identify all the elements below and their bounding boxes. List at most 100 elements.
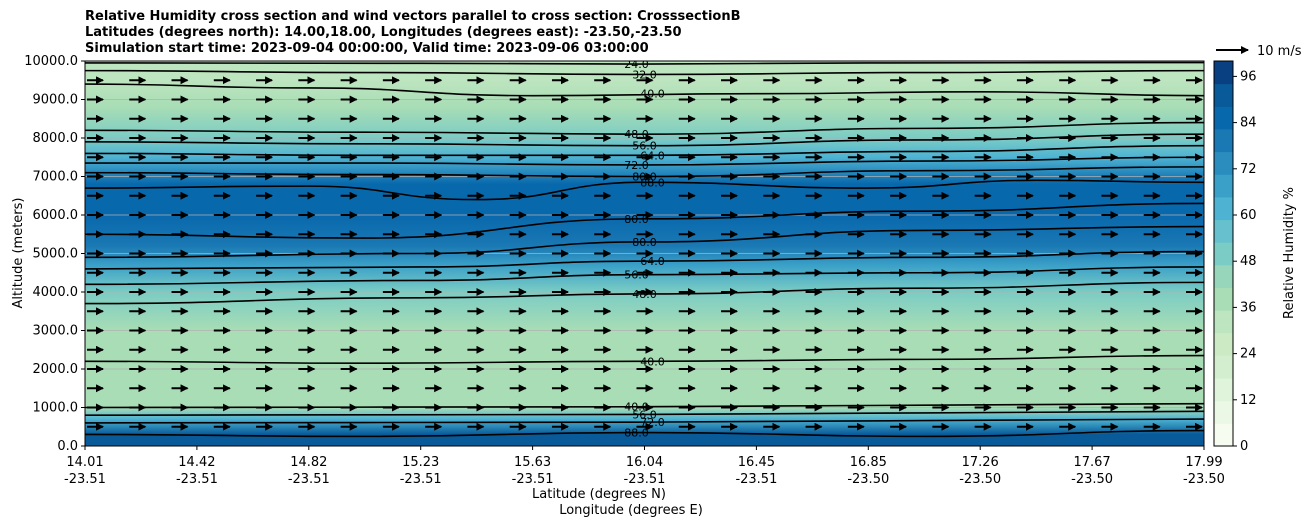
colorbar-segment bbox=[1214, 151, 1233, 175]
contour-line bbox=[85, 69, 1204, 76]
x-tick-label-lat: 17.26 bbox=[962, 455, 999, 470]
x-tick-label-lon: -23.50 bbox=[1183, 472, 1225, 487]
x-tick-label-lat: 14.01 bbox=[66, 455, 103, 470]
x-tick-label-lat: 16.04 bbox=[626, 455, 663, 470]
colorbar-segment bbox=[1214, 61, 1233, 85]
contour-label: 24.0 bbox=[624, 58, 649, 71]
contour-label: 56.0 bbox=[624, 269, 649, 282]
y-axis-label: Altitude (meters) bbox=[11, 198, 26, 309]
colorbar: 0 12 24 36 48 60 72 84 96 bbox=[1213, 60, 1257, 454]
colorbar-tick-label: 60 bbox=[1240, 208, 1257, 223]
colorbar-tick-label: 36 bbox=[1240, 300, 1257, 315]
y-tick-label: 0.0 bbox=[57, 439, 78, 454]
title-line-1: Relative Humidity cross section and wind… bbox=[85, 9, 741, 24]
colorbar-segment bbox=[1214, 264, 1233, 288]
colorbar-segment bbox=[1214, 287, 1233, 311]
colorbar-segment bbox=[1214, 310, 1233, 334]
title-line-3: Simulation start time: 2023-09-04 00:00:… bbox=[85, 41, 649, 56]
chart-title: Relative Humidity cross section and wind… bbox=[85, 9, 741, 57]
contour-label: 80.0 bbox=[624, 213, 649, 226]
x-tick-label-lat: 15.23 bbox=[402, 455, 439, 470]
x-axis-label-line-2: Longitude (degrees E) bbox=[559, 503, 703, 518]
contour-line bbox=[85, 225, 1204, 259]
colorbar-segment bbox=[1214, 106, 1233, 130]
y-axis: 0.0 1000.0 2000.0 3000.0 4000.0 5000.0 6000.0 7… bbox=[24, 54, 85, 454]
wind-vectors bbox=[87, 76, 1203, 431]
contour-line bbox=[85, 83, 1204, 97]
y-tick-label: 8000.0 bbox=[33, 131, 79, 146]
x-tick-label-lon: -23.51 bbox=[176, 472, 218, 487]
wind-reference-key: 10 m/s bbox=[1216, 44, 1302, 59]
x-axis-label-line-1: Latitude (degrees N) bbox=[532, 487, 666, 502]
y-tick-label: 9000.0 bbox=[33, 93, 79, 108]
x-axis: 14.01 -23.51 14.42 -23.51 14.82 -23.51 15.23 -2… bbox=[64, 446, 1225, 487]
x-tick-label-lon: -23.51 bbox=[64, 472, 106, 487]
colorbar-label: Relative Humidity % bbox=[1282, 187, 1297, 319]
contour-label: 88.0 bbox=[624, 427, 649, 440]
x-tick-label-lat: 14.82 bbox=[290, 455, 327, 470]
colorbar-tick-label: 24 bbox=[1240, 347, 1257, 362]
y-tick-label: 10000.0 bbox=[24, 54, 78, 69]
x-tick-label-lon: -23.51 bbox=[735, 472, 777, 487]
colorbar-tick-label: 0 bbox=[1240, 439, 1248, 454]
y-tick-label: 7000.0 bbox=[33, 170, 79, 185]
contour-line bbox=[85, 61, 1204, 65]
colorbar-segment bbox=[1214, 332, 1233, 356]
x-tick-label-lat: 14.42 bbox=[178, 455, 215, 470]
contour-label: 80.0 bbox=[632, 236, 657, 249]
x-tick-label-lat: 16.45 bbox=[738, 455, 775, 470]
colorbar-frame bbox=[1213, 60, 1234, 447]
y-tick-label: 3000.0 bbox=[33, 324, 79, 339]
contour-label: 56.0 bbox=[632, 140, 657, 153]
contour-line bbox=[85, 250, 1204, 270]
colorbar-segment bbox=[1214, 400, 1233, 424]
contour-label: 40.0 bbox=[640, 355, 665, 368]
contour-line bbox=[85, 429, 1204, 438]
x-tick-label-lon: -23.51 bbox=[624, 472, 666, 487]
x-tick-label-lon: -23.51 bbox=[288, 472, 330, 487]
colorbar-tick-label: 72 bbox=[1240, 162, 1257, 177]
colorbar-segment bbox=[1214, 219, 1233, 243]
contour-line bbox=[85, 156, 1204, 166]
colorbar-segment bbox=[1214, 83, 1233, 107]
x-tick-label-lat: 16.85 bbox=[850, 455, 887, 470]
x-tick-label-lon: -23.51 bbox=[400, 472, 442, 487]
y-tick-label: 4000.0 bbox=[33, 285, 79, 300]
colorbar-tick-label: 84 bbox=[1240, 116, 1257, 131]
contour-label: 72.0 bbox=[624, 159, 649, 172]
contour-line bbox=[85, 266, 1204, 286]
x-tick-label-lon: -23.51 bbox=[512, 472, 554, 487]
contour-line bbox=[85, 281, 1204, 305]
colorbar-segment bbox=[1214, 242, 1233, 266]
colorbar-segment bbox=[1214, 128, 1233, 153]
x-tick-label-lon: -23.50 bbox=[847, 472, 889, 487]
colorbar-tick-label: 96 bbox=[1240, 69, 1257, 84]
title-line-2: Latitudes (degrees north): 14.00,18.00, … bbox=[85, 25, 682, 40]
y-tick-label: 1000.0 bbox=[33, 401, 79, 416]
x-tick-label-lat: 17.99 bbox=[1185, 455, 1222, 470]
colorbar-segment bbox=[1214, 423, 1233, 447]
colorbar-segment bbox=[1214, 378, 1233, 402]
contour-label: 64.0 bbox=[640, 255, 665, 268]
contour-line bbox=[85, 121, 1204, 135]
x-tick-label-lon: -23.50 bbox=[1071, 472, 1113, 487]
contour-label: 48.0 bbox=[632, 288, 657, 301]
x-tick-label-lat: 15.63 bbox=[514, 455, 551, 470]
contour-label: 56.0 bbox=[632, 408, 657, 421]
x-tick-label-lon: -23.50 bbox=[959, 472, 1001, 487]
contour-label: 88.0 bbox=[640, 176, 665, 189]
contour-line bbox=[85, 418, 1204, 424]
contour-line bbox=[85, 179, 1204, 201]
colorbar-tick-label: 48 bbox=[1240, 254, 1257, 269]
y-tick-label: 5000.0 bbox=[33, 247, 79, 262]
y-tick-label: 2000.0 bbox=[33, 362, 79, 377]
colorbar-segment bbox=[1214, 196, 1233, 221]
x-tick-label-lat: 17.67 bbox=[1073, 455, 1110, 470]
contour-line bbox=[85, 354, 1204, 365]
contour-line bbox=[85, 410, 1204, 416]
colorbar-tick-label: 12 bbox=[1240, 393, 1257, 408]
wind-reference-label: 10 m/s bbox=[1257, 44, 1302, 59]
colorbar-segment bbox=[1214, 355, 1233, 379]
y-tick-label: 6000.0 bbox=[33, 208, 79, 223]
